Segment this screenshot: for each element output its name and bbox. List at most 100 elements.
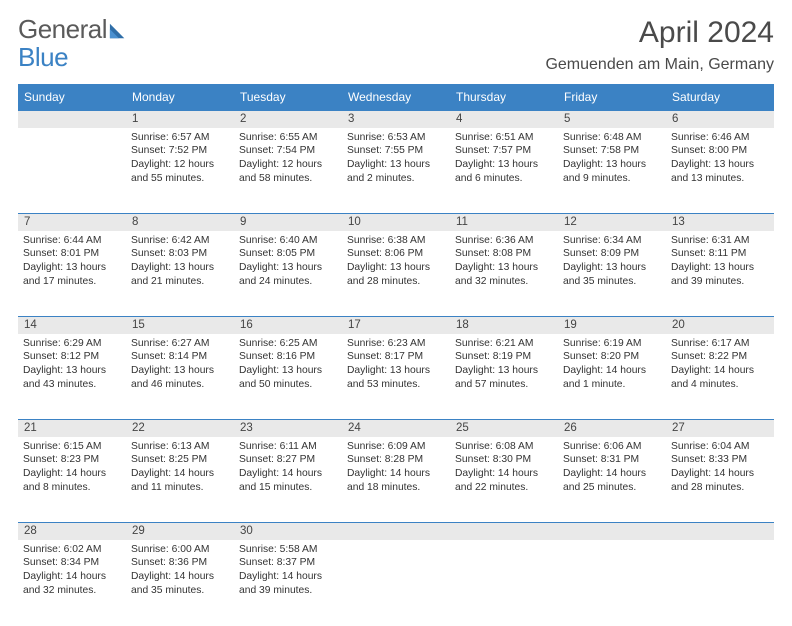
calendar-header-row: SundayMondayTuesdayWednesdayThursdayFrid…: [18, 84, 774, 111]
day-info-line: Sunrise: 6:04 AM: [671, 440, 769, 454]
weekday-header: Wednesday: [342, 84, 450, 111]
day-info-line: Sunrise: 6:46 AM: [671, 131, 769, 145]
day-cell: Sunrise: 5:58 AMSunset: 8:37 PMDaylight:…: [234, 540, 342, 626]
day-cell-content: [666, 540, 774, 548]
day-number-cell: [18, 111, 126, 128]
day-content-row: Sunrise: 6:29 AMSunset: 8:12 PM Daylight:…: [18, 334, 774, 420]
day-cell-content: Sunrise: 6:42 AMSunset: 8:03 PMDaylight:…: [126, 231, 234, 295]
day-info-line: Sunrise: 6:08 AM: [455, 440, 553, 454]
day-cell-content: Sunrise: 6:38 AMSunset: 8:06 PMDaylight:…: [342, 231, 450, 295]
day-cell: Sunrise: 6:00 AMSunset: 8:36 PMDaylight:…: [126, 540, 234, 626]
day-number-cell: 12: [558, 214, 666, 231]
day-cell-content: Sunrise: 6:29 AMSunset: 8:12 PMDaylight:…: [18, 334, 126, 398]
day-number-cell: 24: [342, 420, 450, 437]
day-cell: Sunrise: 6:46 AMSunset: 8:00 PMDaylight:…: [666, 128, 774, 214]
day-info-line: Sunrise: 6:40 AM: [239, 234, 337, 248]
day-cell: [342, 540, 450, 626]
day-cell-content: Sunrise: 6:46 AMSunset: 8:00 PMDaylight:…: [666, 128, 774, 192]
day-info-line: Daylight: 14 hours and 39 minutes.: [239, 570, 337, 598]
day-info-line: Sunrise: 6:48 AM: [563, 131, 661, 145]
day-cell-content: [18, 128, 126, 136]
day-cell-content: Sunrise: 6:00 AMSunset: 8:36 PMDaylight:…: [126, 540, 234, 604]
day-info-line: Sunset: 8:33 PM: [671, 453, 769, 467]
day-number-cell: 14: [18, 317, 126, 334]
sail-icon: [108, 18, 128, 44]
day-info-line: Sunset: 8:12 PM: [23, 350, 121, 364]
day-cell: [558, 540, 666, 626]
weekday-header: Sunday: [18, 84, 126, 111]
day-info-line: Daylight: 13 hours and 46 minutes.: [131, 364, 229, 392]
day-info-line: Daylight: 13 hours and 57 minutes.: [455, 364, 553, 392]
day-number-cell: 16: [234, 317, 342, 334]
day-info-line: Sunset: 8:14 PM: [131, 350, 229, 364]
day-info-line: Sunrise: 6:11 AM: [239, 440, 337, 454]
day-info-line: Daylight: 14 hours and 22 minutes.: [455, 467, 553, 495]
day-info-line: Sunset: 8:31 PM: [563, 453, 661, 467]
day-cell: Sunrise: 6:27 AMSunset: 8:14 PMDaylight:…: [126, 334, 234, 420]
day-number-cell: 5: [558, 111, 666, 128]
day-cell-content: Sunrise: 6:31 AMSunset: 8:11 PMDaylight:…: [666, 231, 774, 295]
day-info-line: Daylight: 13 hours and 24 minutes.: [239, 261, 337, 289]
day-cell: Sunrise: 6:09 AMSunset: 8:28 PMDaylight:…: [342, 437, 450, 523]
day-cell-content: Sunrise: 6:02 AMSunset: 8:34 PMDaylight:…: [18, 540, 126, 604]
day-info-line: Daylight: 13 hours and 50 minutes.: [239, 364, 337, 392]
day-info-line: Daylight: 14 hours and 8 minutes.: [23, 467, 121, 495]
day-info-line: Sunset: 8:17 PM: [347, 350, 445, 364]
day-cell: Sunrise: 6:55 AMSunset: 7:54 PMDaylight:…: [234, 128, 342, 214]
day-cell: [450, 540, 558, 626]
day-info-line: Sunset: 8:16 PM: [239, 350, 337, 364]
day-info-line: Sunset: 8:03 PM: [131, 247, 229, 261]
day-cell: [18, 128, 126, 214]
day-content-row: Sunrise: 6:44 AMSunset: 8:01 PMDaylight:…: [18, 231, 774, 317]
day-cell: Sunrise: 6:06 AMSunset: 8:31 PMDaylight:…: [558, 437, 666, 523]
day-cell: Sunrise: 6:34 AMSunset: 8:09 PMDaylight:…: [558, 231, 666, 317]
day-cell: Sunrise: 6:53 AMSunset: 7:55 PMDaylight:…: [342, 128, 450, 214]
day-info-line: Sunset: 8:20 PM: [563, 350, 661, 364]
day-info-line: Sunrise: 6:23 AM: [347, 337, 445, 351]
day-number-cell: 10: [342, 214, 450, 231]
day-cell-content: Sunrise: 6:40 AMSunset: 8:05 PMDaylight:…: [234, 231, 342, 295]
day-cell: Sunrise: 6:04 AMSunset: 8:33 PMDaylight:…: [666, 437, 774, 523]
day-number-cell: 2: [234, 111, 342, 128]
day-info-line: Sunrise: 6:27 AM: [131, 337, 229, 351]
day-cell: Sunrise: 6:48 AMSunset: 7:58 PMDaylight:…: [558, 128, 666, 214]
day-cell-content: Sunrise: 6:51 AMSunset: 7:57 PMDaylight:…: [450, 128, 558, 192]
day-cell: Sunrise: 6:19 AMSunset: 8:20 PMDaylight:…: [558, 334, 666, 420]
day-cell: Sunrise: 6:51 AMSunset: 7:57 PMDaylight:…: [450, 128, 558, 214]
day-cell-content: [342, 540, 450, 548]
day-info-line: Sunrise: 6:29 AM: [23, 337, 121, 351]
day-number-cell: 19: [558, 317, 666, 334]
day-cell: Sunrise: 6:25 AMSunset: 8:16 PMDaylight:…: [234, 334, 342, 420]
day-cell-content: Sunrise: 6:08 AMSunset: 8:30 PMDaylight:…: [450, 437, 558, 501]
day-info-line: Sunrise: 6:44 AM: [23, 234, 121, 248]
day-number-cell: [450, 523, 558, 540]
weekday-header: Thursday: [450, 84, 558, 111]
day-info-line: Daylight: 13 hours and 53 minutes.: [347, 364, 445, 392]
day-cell-content: Sunrise: 6:23 AMSunset: 8:17 PMDaylight:…: [342, 334, 450, 398]
day-info-line: Sunrise: 6:15 AM: [23, 440, 121, 454]
day-info-line: Daylight: 13 hours and 17 minutes.: [23, 261, 121, 289]
day-number-cell: 21: [18, 420, 126, 437]
day-cell-content: Sunrise: 6:55 AMSunset: 7:54 PMDaylight:…: [234, 128, 342, 192]
brand-logo: GeneralBlue: [18, 16, 130, 70]
day-content-row: Sunrise: 6:02 AMSunset: 8:34 PMDaylight:…: [18, 540, 774, 626]
day-info-line: Daylight: 13 hours and 2 minutes.: [347, 158, 445, 186]
day-info-line: Sunrise: 6:51 AM: [455, 131, 553, 145]
brand-part1: General: [18, 14, 107, 44]
day-info-line: Sunset: 8:34 PM: [23, 556, 121, 570]
day-info-line: Sunrise: 6:17 AM: [671, 337, 769, 351]
day-cell: Sunrise: 6:23 AMSunset: 8:17 PMDaylight:…: [342, 334, 450, 420]
weekday-header: Monday: [126, 84, 234, 111]
day-info-line: Sunrise: 6:25 AM: [239, 337, 337, 351]
day-info-line: Daylight: 13 hours and 9 minutes.: [563, 158, 661, 186]
day-info-line: Sunset: 7:58 PM: [563, 144, 661, 158]
day-number-row: 14151617181920: [18, 317, 774, 334]
day-cell-content: Sunrise: 6:09 AMSunset: 8:28 PMDaylight:…: [342, 437, 450, 501]
day-info-line: Sunrise: 6:21 AM: [455, 337, 553, 351]
day-info-line: Daylight: 13 hours and 6 minutes.: [455, 158, 553, 186]
day-cell-content: [558, 540, 666, 548]
day-cell: Sunrise: 6:29 AMSunset: 8:12 PMDaylight:…: [18, 334, 126, 420]
day-info-line: Sunset: 7:57 PM: [455, 144, 553, 158]
day-info-line: Sunrise: 6:34 AM: [563, 234, 661, 248]
day-info-line: Sunset: 7:54 PM: [239, 144, 337, 158]
